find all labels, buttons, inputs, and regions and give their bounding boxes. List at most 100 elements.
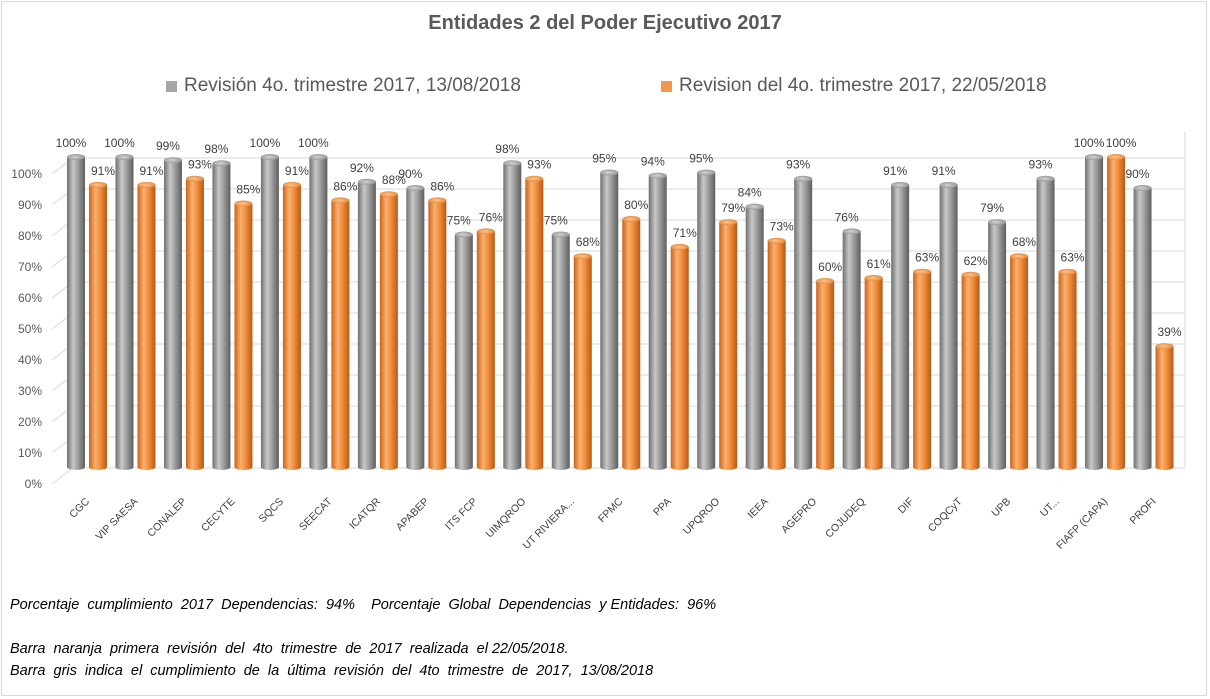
bar-gray bbox=[939, 181, 958, 470]
data-label: 90% bbox=[1126, 167, 1150, 181]
data-label: 94% bbox=[641, 155, 665, 169]
bar-gray bbox=[260, 154, 279, 470]
data-label: 100% bbox=[1106, 136, 1137, 150]
bar-gray bbox=[1036, 175, 1055, 470]
data-label: 63% bbox=[915, 251, 939, 265]
data-label: 75% bbox=[544, 214, 568, 228]
bar-gray bbox=[745, 203, 764, 470]
bar-orange bbox=[670, 243, 689, 470]
legend-swatch-orange bbox=[661, 80, 672, 92]
summary-note: Porcentaje cumplimiento 2017 Dependencia… bbox=[10, 597, 717, 613]
data-label: 95% bbox=[592, 152, 616, 166]
x-tick-label: VIP SAESA bbox=[93, 496, 140, 543]
x-tick-label: UPQROO bbox=[681, 496, 722, 537]
data-label: 91% bbox=[91, 164, 115, 178]
bar-gray bbox=[1133, 185, 1152, 470]
bar-orange bbox=[767, 237, 786, 470]
gridline-side bbox=[51, 467, 74, 485]
y-tick-label: 50% bbox=[18, 322, 42, 336]
data-label: 86% bbox=[430, 179, 454, 193]
bar-gray bbox=[842, 228, 861, 470]
y-tick-label: 90% bbox=[18, 198, 42, 212]
bar-orange bbox=[864, 274, 883, 470]
data-label: 76% bbox=[479, 210, 503, 224]
x-tick-label: CECYTE bbox=[199, 496, 238, 535]
bar-orange bbox=[379, 191, 398, 470]
y-tick-label: 0% bbox=[25, 477, 43, 491]
bar-gray bbox=[988, 219, 1007, 470]
data-label: 62% bbox=[964, 254, 988, 268]
x-tick-label: AGEPRO bbox=[779, 496, 819, 536]
bar-gray bbox=[212, 160, 231, 470]
data-label: 93% bbox=[1029, 158, 1053, 172]
bar-gray bbox=[503, 160, 522, 470]
data-label: 100% bbox=[1074, 136, 1105, 150]
x-tick-label: UPB bbox=[989, 496, 1013, 520]
y-tick-label: 100% bbox=[11, 167, 42, 181]
data-label: 75% bbox=[447, 214, 471, 228]
data-label: 91% bbox=[883, 164, 907, 178]
data-label: 100% bbox=[56, 136, 87, 150]
data-label: 91% bbox=[139, 164, 163, 178]
legend-swatch-gray bbox=[166, 80, 177, 92]
y-tick-label: 20% bbox=[18, 415, 42, 429]
y-tick-label: 70% bbox=[18, 260, 42, 274]
bar-orange bbox=[1010, 253, 1029, 470]
data-label: 92% bbox=[350, 161, 374, 175]
bar-gray bbox=[1085, 154, 1104, 470]
x-tick-label: SQCS bbox=[257, 496, 287, 526]
bar-gray bbox=[697, 169, 716, 470]
data-label: 98% bbox=[495, 142, 519, 156]
y-tick-label: 40% bbox=[18, 353, 42, 367]
x-tick-label: IEEA bbox=[745, 496, 770, 521]
bar-orange bbox=[234, 200, 253, 470]
bar-orange bbox=[137, 181, 156, 470]
data-label: 79% bbox=[980, 201, 1004, 215]
data-label: 68% bbox=[1012, 235, 1036, 249]
data-label: 76% bbox=[835, 210, 859, 224]
bar-gray bbox=[794, 175, 813, 470]
bar-gray bbox=[406, 185, 425, 470]
x-tick-label: PPA bbox=[651, 496, 674, 519]
data-label: 90% bbox=[398, 167, 422, 181]
bar-orange bbox=[1107, 154, 1126, 470]
gray-bar-note: Barra gris indica el cumplimiento de la … bbox=[10, 663, 654, 679]
data-label: 93% bbox=[527, 158, 551, 172]
bar-orange bbox=[525, 175, 544, 470]
bar-orange bbox=[961, 271, 980, 470]
bar-gray bbox=[309, 154, 328, 470]
x-tick-label: UIMQROO bbox=[484, 496, 529, 541]
bar-orange bbox=[913, 268, 932, 470]
data-label: 60% bbox=[818, 260, 842, 274]
x-tick-label: PROFI bbox=[1127, 496, 1158, 527]
legend-item-gray: Revisión 4o. trimestre 2017, 13/08/2018 bbox=[166, 75, 521, 97]
data-label: 84% bbox=[738, 186, 762, 200]
orange-bar-note: Barra naranja primera revisión del 4to t… bbox=[10, 641, 569, 657]
x-tick-label: ITS FCP bbox=[443, 496, 480, 533]
x-tick-label: COJUDEQ bbox=[823, 496, 868, 541]
data-label: 100% bbox=[104, 136, 135, 150]
bar-gray bbox=[600, 169, 619, 470]
data-label: 91% bbox=[285, 164, 309, 178]
bar-gray bbox=[163, 157, 182, 470]
data-label: 39% bbox=[1158, 325, 1182, 339]
y-tick-label: 80% bbox=[18, 229, 42, 243]
data-label: 91% bbox=[932, 164, 956, 178]
x-tick-label: SEECAT bbox=[297, 495, 335, 533]
bar-orange bbox=[719, 219, 738, 470]
bar-gray bbox=[67, 154, 85, 470]
data-label: 86% bbox=[333, 179, 357, 193]
data-label: 95% bbox=[689, 152, 713, 166]
legend-label-orange: Revision del 4o. trimestre 2017, 22/05/2… bbox=[679, 75, 1047, 96]
bar-orange bbox=[89, 181, 107, 470]
y-tick-label: 60% bbox=[18, 291, 42, 305]
bar-orange bbox=[476, 228, 495, 470]
data-label: 88% bbox=[382, 173, 406, 187]
x-tick-label: FIAFP (CAPA) bbox=[1054, 496, 1110, 552]
data-label: 73% bbox=[770, 220, 794, 234]
x-tick-label: FPMC bbox=[596, 495, 626, 525]
x-tick-label: APABEP bbox=[394, 496, 432, 534]
chart-title: Entidades 2 del Poder Ejecutivo 2017 bbox=[428, 12, 782, 34]
